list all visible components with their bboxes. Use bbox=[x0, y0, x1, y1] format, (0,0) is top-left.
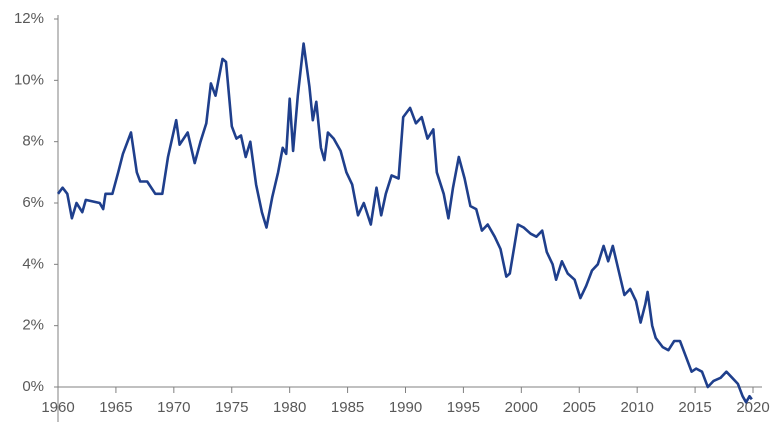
y-tick-label: 8% bbox=[22, 133, 44, 150]
x-tick-label: 1975 bbox=[215, 399, 248, 416]
x-tick-label: 1995 bbox=[447, 399, 480, 416]
x-tick-label: 1960 bbox=[41, 399, 74, 416]
x-tick-label: 2015 bbox=[678, 399, 711, 416]
y-tick-label: 2% bbox=[22, 317, 44, 334]
series-line bbox=[56, 42, 753, 404]
y-tick-label: 6% bbox=[22, 194, 44, 211]
x-tick-label: 1985 bbox=[331, 399, 364, 416]
x-tick-label: 1990 bbox=[389, 399, 422, 416]
x-tick-label: 2005 bbox=[563, 399, 596, 416]
x-tick-label: 1980 bbox=[273, 399, 306, 416]
x-tick-label: 2010 bbox=[620, 399, 653, 416]
x-tick-label: 2020 bbox=[736, 399, 769, 416]
x-tick-label: 1970 bbox=[157, 399, 190, 416]
y-tick-label: 4% bbox=[22, 255, 44, 272]
y-tick-label: 10% bbox=[14, 71, 44, 88]
x-tick-label: 1965 bbox=[99, 399, 132, 416]
y-tick-label: 0% bbox=[22, 378, 44, 395]
x-tick-label: 2000 bbox=[505, 399, 538, 416]
y-tick-label: 12% bbox=[14, 10, 44, 27]
